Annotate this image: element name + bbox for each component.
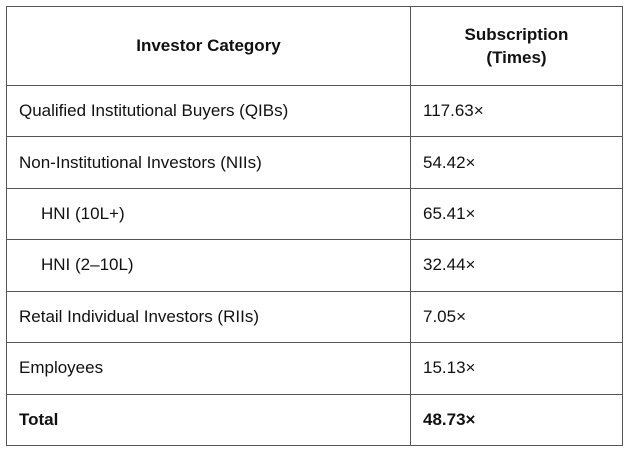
- table-row: Retail Individual Investors (RIIs) 7.05×: [6, 290, 623, 344]
- subscription-cell: 54.42×: [410, 136, 623, 189]
- category-cell: Non-Institutional Investors (NIIs): [6, 136, 411, 189]
- subscription-cell: 48.73×: [410, 393, 623, 447]
- table-row: Qualified Institutional Buyers (QIBs) 117…: [6, 84, 623, 138]
- category-cell: Total: [6, 393, 411, 447]
- table-row: Non-Institutional Investors (NIIs) 54.42×: [6, 136, 623, 189]
- category-cell: HNI (10L+): [6, 187, 411, 241]
- header-cell: Investor Category: [6, 6, 411, 86]
- table-row: HNI (2–10L) 32.44×: [6, 239, 623, 292]
- subscription-cell: 32.44×: [410, 239, 623, 292]
- subscription-table: Investor Category Subscription (Times) Q…: [6, 6, 623, 447]
- header-row: Investor Category Subscription (Times): [6, 6, 623, 86]
- table-body: Qualified Institutional Buyers (QIBs) 117…: [6, 84, 623, 447]
- table-row: Employees 15.13×: [6, 342, 623, 395]
- header-text: Subscription (Times): [464, 25, 569, 67]
- category-cell: HNI (2–10L): [6, 239, 411, 292]
- header-cell: Subscription (Times): [410, 6, 623, 86]
- subscription-cell: 117.63×: [410, 84, 623, 138]
- category-cell: Retail Individual Investors (RIIs): [6, 290, 411, 344]
- subscription-cell: 15.13×: [410, 342, 623, 395]
- category-cell: Employees: [6, 342, 411, 395]
- category-cell: Qualified Institutional Buyers (QIBs): [6, 84, 411, 138]
- table-row: Total 48.73×: [6, 393, 623, 447]
- subscription-cell: 65.41×: [410, 187, 623, 241]
- table-row: HNI (10L+) 65.41×: [6, 187, 623, 241]
- subscription-cell: 7.05×: [410, 290, 623, 344]
